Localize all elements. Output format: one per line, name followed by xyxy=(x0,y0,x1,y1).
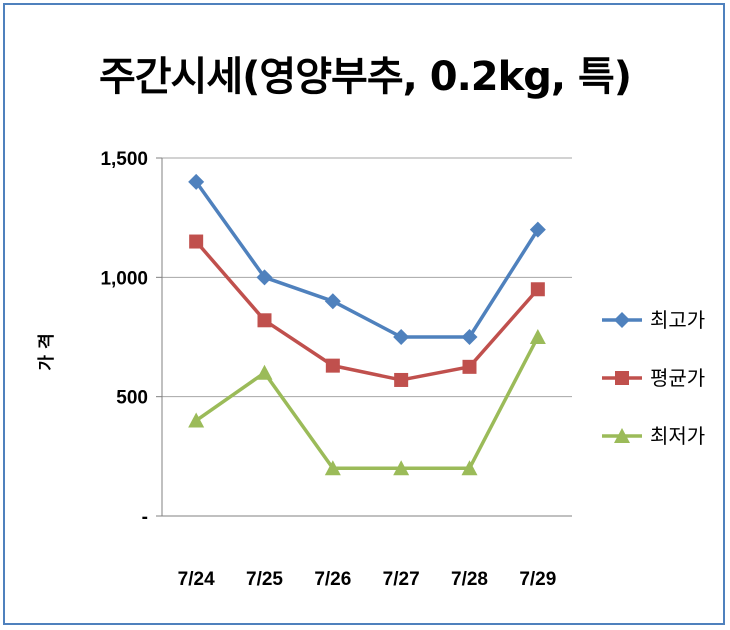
data-point-square xyxy=(257,313,272,328)
series-line xyxy=(194,240,540,382)
x-tick-label: 7/27 xyxy=(383,569,420,590)
data-point-diamond xyxy=(188,173,205,190)
series-group xyxy=(188,173,546,476)
data-point-square xyxy=(615,371,629,385)
x-tick-labels: 7/24 7/25 7/26 7/27 7/28 7/29 xyxy=(178,569,557,590)
y-tick-label: 500 xyxy=(116,388,148,409)
series-line xyxy=(194,180,540,339)
data-point-diamond xyxy=(256,269,273,286)
data-point-triangle xyxy=(393,460,410,476)
data-point-square xyxy=(394,372,409,387)
x-tick-label: 7/26 xyxy=(314,569,351,590)
legend-label: 최고가 xyxy=(650,308,705,332)
legend-item: 평균가 xyxy=(602,366,705,390)
data-point-triangle xyxy=(324,460,341,476)
data-point-triangle xyxy=(188,412,205,428)
data-point-diamond xyxy=(461,329,478,345)
series-square xyxy=(189,234,545,387)
series-triangle xyxy=(188,329,546,476)
x-tick-label: 7/29 xyxy=(519,569,556,590)
data-point-diamond xyxy=(614,312,630,328)
series-diamond xyxy=(188,173,546,345)
data-point-square xyxy=(325,358,340,373)
series-line xyxy=(195,336,540,471)
y-tick-label: - xyxy=(142,507,148,528)
data-point-square xyxy=(189,234,204,249)
legend-item: 최저가 xyxy=(602,424,705,448)
chart-title: 주간시세(영양부추, 0.2kg, 특) xyxy=(98,54,632,100)
data-point-triangle xyxy=(461,460,478,476)
x-tick-label: 7/24 xyxy=(178,569,215,590)
data-point-square xyxy=(462,359,477,374)
data-point-triangle xyxy=(614,428,630,443)
x-tick-label: 7/25 xyxy=(246,569,283,590)
data-point-triangle xyxy=(256,364,273,380)
y-tick-label: 1,500 xyxy=(100,149,148,170)
data-point-diamond xyxy=(393,329,410,345)
legend-label: 최저가 xyxy=(650,424,705,448)
data-point-triangle xyxy=(529,329,546,344)
y-tick-label: 1,000 xyxy=(100,268,148,289)
y-axis-label: 가 격 xyxy=(37,333,57,370)
legend-label: 평균가 xyxy=(650,366,705,390)
legend-item: 최고가 xyxy=(602,308,705,332)
y-tick-labels: 1,500 1,000 500 - xyxy=(100,149,148,528)
data-point-square xyxy=(530,282,545,297)
axes xyxy=(156,157,572,517)
data-point-diamond xyxy=(529,221,546,238)
data-point-diamond xyxy=(324,293,341,310)
grid-lines xyxy=(162,157,572,398)
x-tick-label: 7/28 xyxy=(451,569,488,590)
chart-frame xyxy=(3,3,725,625)
